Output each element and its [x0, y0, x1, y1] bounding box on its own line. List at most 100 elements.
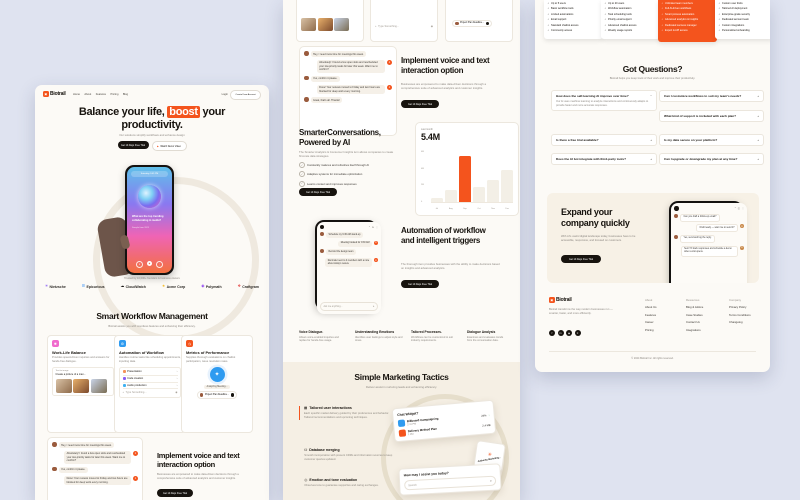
analyzing-pill: Analyzing Meeting...	[203, 384, 231, 389]
expand-icon[interactable]: +	[757, 157, 759, 161]
faq-item[interactable]: Is there a free trial available? +	[551, 134, 657, 146]
expand-icon[interactable]: +	[650, 157, 652, 161]
add-icon: +	[375, 24, 377, 28]
type-something-input[interactable]: + Type Something... ◉	[122, 390, 178, 394]
nav-item-pricing[interactable]: Pricing	[110, 92, 119, 96]
expand-icon[interactable]: +	[757, 138, 759, 142]
marketing-section: Simple Marketing Tactics Deliver assist …	[283, 362, 520, 500]
faq-item[interactable]: Is my data secure on your platform? +	[659, 134, 764, 146]
phone-chat-user: Can you draft a follow-up email?	[674, 213, 744, 222]
free-trial-button[interactable]: Get 14 Days Free Trial	[401, 100, 439, 108]
ai-avatar-icon: ✦	[133, 450, 138, 456]
pricing-card-basic: ✓ Up to 5 users ✓ Basic workflow tools ✓ Li…	[544, 0, 603, 39]
watch-demo-label: Watch Demo Video	[160, 144, 181, 148]
trusted-logos-row: ✳ Nietzsche ☰ Epicurious ☁ CloudWatch ★ Acme…	[45, 284, 259, 289]
mic-icon[interactable]: ◉	[147, 261, 152, 266]
chat-message-ai: Absolutely! I found a few open slots and…	[52, 450, 138, 465]
footer-link[interactable]: Career	[645, 320, 654, 325]
pricing-card-plus: ✓ Up to 20 users ✓ Workflow automation ✓ Ta…	[601, 0, 660, 39]
trusted-by-text: Trusted by 10,000+ founders & business o…	[124, 277, 180, 280]
voice-section-desc: Businesses are empowered to make data-dr…	[401, 82, 487, 91]
phone-chat-input[interactable]: Ask me anything... ➤	[320, 302, 378, 311]
metrics-widget: ✦	[186, 366, 248, 382]
free-trial-button[interactable]: Get 14 Days Free Trial	[561, 255, 601, 263]
add-icon[interactable]: +	[368, 226, 370, 228]
task-row[interactable]: Audio production ›	[122, 383, 178, 390]
task-icon	[122, 370, 126, 374]
x-icon[interactable]: ✕	[574, 330, 581, 336]
task-row[interactable]: Code creation ›	[122, 376, 178, 383]
landing-page-screenshot-3: ✓ Up to 5 users ✓ Basic workflow tools ✓ Li…	[535, 0, 770, 372]
faq-item[interactable]: What kind of support is included with ea…	[659, 110, 764, 122]
nav-item-blog[interactable]: Blog	[122, 92, 129, 96]
accordion-item-emotion-evaluation[interactable]: ◎ Emotion and tone evaluation Observes to…	[304, 478, 379, 487]
expand-icon[interactable]: +	[650, 138, 652, 142]
send-icon[interactable]: ➤	[372, 306, 375, 308]
check-icon: ✓	[718, 13, 721, 16]
search-input[interactable]: Search ➤	[403, 475, 497, 491]
footer-link[interactable]: Terms Conditions	[729, 312, 751, 317]
footer-link[interactable]: Features	[645, 312, 657, 317]
check-icon: ✓	[299, 162, 305, 168]
task-list-widget: Presentation › Code creation › Audio produ…	[119, 366, 181, 398]
watch-demo-button[interactable]: ▶ Watch Demo Video	[151, 141, 187, 151]
footer-link[interactable]: About Us	[645, 305, 657, 310]
free-trial-button[interactable]: Get 14 Days Free Trial	[157, 489, 193, 497]
prompt-input[interactable]: Create a picture of a man...	[55, 373, 86, 377]
footer-link[interactable]: Privacy Policy	[729, 305, 747, 310]
instagram-icon[interactable]: ◉	[566, 330, 572, 336]
footer-logo[interactable]: ▣ Biotrail	[549, 297, 572, 303]
footer-link[interactable]: Pricing	[645, 327, 654, 332]
check-icon: ✓	[547, 30, 550, 33]
footer-link[interactable]: Changelog	[729, 320, 743, 325]
close-icon[interactable]: ✕	[136, 261, 143, 268]
photo-thumb	[334, 18, 349, 31]
check-icon: ✓	[661, 30, 664, 33]
more-icon[interactable]: ⋮	[156, 261, 163, 268]
check-icon: ✓	[547, 3, 550, 5]
linkedin-icon[interactable]: in	[557, 330, 564, 336]
refresh-icon[interactable]: ⟳	[371, 226, 374, 229]
accordion-item-database-merging[interactable]: ⛁ Database merging Smooth incorporation w…	[304, 448, 393, 461]
signup-button[interactable]: Create Free Account	[230, 90, 261, 100]
nav-item-home[interactable]: Home	[73, 92, 80, 96]
footer-link[interactable]: Contact Us	[686, 320, 700, 325]
free-trial-button[interactable]: Get 14 Days Free Trial	[117, 141, 149, 149]
nav-item-features[interactable]: Features	[95, 92, 106, 96]
type-something-input[interactable]: + Type Something... ◉	[375, 24, 433, 28]
phone-top-bar: + ◫ ⋮	[674, 206, 744, 211]
brand-logo[interactable]: ▣ Biotrail	[43, 91, 66, 97]
task-row[interactable]: Presentation ›	[122, 369, 178, 376]
expand-icon[interactable]: +	[757, 114, 759, 118]
logo-cloudwatch: ☁ CloudWatch	[120, 284, 146, 289]
add-icon[interactable]: +	[734, 207, 736, 210]
faq-item[interactable]: Does the AI bot integrate with third-par…	[551, 153, 657, 165]
cta-phone-mockup: + ◫ ⋮ Can you draft a follow-up email? D…	[669, 201, 747, 283]
camera-icon[interactable]: ◫	[737, 207, 740, 210]
free-trial-button[interactable]: Get 14 Days Free Trial	[299, 188, 337, 196]
nav-item-about[interactable]: About	[84, 92, 92, 96]
footer-link[interactable]: Case Studies	[686, 312, 703, 317]
login-link[interactable]: Login	[221, 92, 228, 96]
faq-item[interactable]: Can I upgrade or downgrade my plan at an…	[659, 153, 764, 165]
footer-link[interactable]: Blog & Advice	[686, 305, 704, 310]
marketing-title: Simple Marketing Tactics	[354, 372, 449, 382]
facebook-icon[interactable]: f	[549, 330, 555, 336]
faq-item[interactable]: Can I customize workflows to suit my tea…	[659, 90, 764, 102]
site-header: ▣ Biotrail Home About Features Pricing B…	[43, 89, 261, 101]
send-icon[interactable]: ➤	[489, 479, 493, 483]
accordion-item-tailored-interactions[interactable]: ▦ Tailored user interactions Each specifi…	[299, 406, 394, 420]
chart-bar	[501, 169, 513, 202]
chart-bar-highlight	[459, 156, 471, 202]
more-icon[interactable]: ⋮	[741, 207, 744, 210]
check-icon: ✓	[718, 8, 721, 11]
more-icon[interactable]: ⋮	[375, 226, 378, 229]
expand-icon[interactable]: +	[757, 94, 759, 98]
footer-link[interactable]: Integrations	[686, 327, 701, 332]
check-icon: ✓	[661, 13, 664, 16]
collapse-icon[interactable]: −	[650, 94, 652, 98]
chat-message-user: Hey, I need more time for meetings this …	[52, 442, 138, 449]
faq-item-expanded[interactable]: How does the self-learning AI improve ov…	[551, 90, 657, 112]
free-trial-button[interactable]: Get 14 Days Free Trial	[401, 280, 439, 288]
hero-title-line2: productivity.	[121, 119, 183, 132]
